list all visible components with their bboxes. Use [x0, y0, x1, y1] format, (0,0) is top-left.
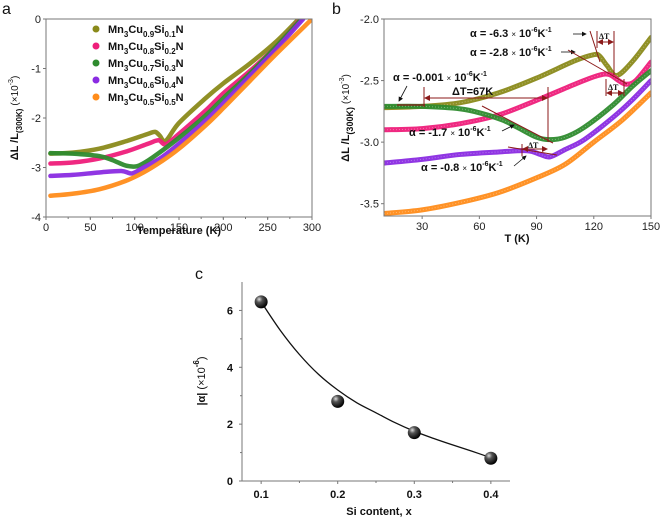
x-tick-label: 100	[125, 222, 143, 234]
panel-b-annotations: α = -6.3 × 10-6K-1 ΔT α = -2.8 × 10-6K-1…	[393, 27, 628, 174]
panel-b-y-axis-label: ΔL /L(300K)(×10-3)	[339, 74, 355, 162]
annotation-delta-t: ΔT	[608, 83, 619, 92]
panel-c-label: c	[195, 266, 203, 283]
panel-b: b 30 60 90 120 150 -2.0 -2.5 -3.0 -3.5 T (K) ΔL…	[332, 1, 660, 245]
fit-line	[589, 30, 601, 63]
panel-b-x-ticks: 30 60 90 120 150	[416, 216, 660, 233]
series-line-3	[384, 68, 651, 143]
annotation-alpha-1-7: α = -1.7 × 10-6K-1	[409, 126, 491, 139]
panel-c-x-axis-label: Si content, x	[346, 506, 412, 518]
x-tick-label: 200	[214, 222, 232, 234]
panel-b-series	[384, 34, 651, 216]
annotation-alpha-6-3: α = -6.3 × 10-6K-1	[470, 27, 552, 40]
legend-marker-2	[92, 42, 100, 50]
data-point-2	[331, 394, 345, 408]
annotation-delta-t: ΔT	[599, 32, 610, 41]
y-tick-label: -2.5	[360, 76, 379, 88]
y-tick-label: 0	[227, 476, 233, 488]
y-tick-label: 2	[227, 419, 233, 431]
annotation-arrow	[513, 155, 527, 167]
annotation-alpha-0-8: α = -0.8 × 10-6K-1	[421, 161, 503, 174]
y-tick-label: -3.5	[360, 199, 379, 211]
y-tick-label: -3.0	[360, 137, 379, 149]
x-tick-label: 0.1	[253, 489, 268, 501]
annotation-arrow	[398, 85, 408, 102]
legend-marker-1	[92, 25, 100, 33]
annotation-delta-t: ΔT	[528, 141, 539, 150]
legend-label-3: Mn3Cu0.7Si0.3N	[108, 58, 184, 73]
panel-a-x-ticks: 0 50 100 150 200 250 300	[43, 217, 321, 234]
x-tick-label: 0.3	[407, 489, 422, 501]
series-line-4	[384, 78, 651, 166]
x-tick-label: 0	[43, 222, 49, 234]
x-tick-label: 60	[473, 221, 485, 233]
x-tick-label: 0.4	[483, 489, 499, 501]
panel-a-legend: Mn3Cu0.9Si0.1N Mn3Cu0.8Si0.2N Mn3Cu0.7Si0.…	[92, 24, 184, 107]
panel-b-x-axis-label: T (K)	[504, 233, 529, 245]
x-tick-label: 50	[84, 222, 96, 234]
x-tick-label: 0.2	[330, 489, 345, 501]
x-tick-label: 90	[530, 221, 542, 233]
data-point-4	[484, 451, 498, 465]
fit-line	[567, 49, 628, 85]
panel-a: a 0 50 100 150 200 250 300 0 -1 -2 -3 -4 Temperatu…	[2, 1, 321, 237]
annotation-alpha-0-001: α = -0.001 × 10-6K-1	[393, 71, 487, 84]
x-tick-label: 250	[258, 222, 276, 234]
panel-c-y-axis-label: |α| (×10-6)	[192, 356, 208, 405]
y-tick-label: -1	[31, 64, 41, 76]
y-tick-label: -3	[31, 163, 41, 175]
fit-line	[481, 105, 554, 144]
series-line-2	[384, 59, 651, 133]
fit-curve	[260, 301, 492, 459]
panel-b-frame	[383, 18, 652, 217]
legend-marker-4	[92, 76, 100, 84]
y-tick-label: -2	[31, 113, 41, 125]
panel-a-y-axis-label: ΔL /L(300K)(×10-3)	[8, 76, 24, 161]
annotation-alpha-2-8: α = -2.8 × 10-6K-1	[470, 46, 552, 59]
panel-a-y-ticks: 0 -1 -2 -3 -4	[31, 14, 46, 224]
series-line-1	[48, 19, 301, 156]
legend-marker-5	[92, 93, 100, 101]
x-tick-label: 150	[642, 221, 660, 233]
legend-label-2: Mn3Cu0.8Si0.2N	[108, 41, 184, 56]
series-markers-4	[384, 80, 651, 164]
y-tick-label: -2.0	[360, 14, 379, 26]
panel-c-plot	[254, 295, 498, 465]
series-line-4	[48, 19, 306, 179]
legend-marker-3	[92, 59, 100, 67]
data-point-1	[254, 295, 268, 309]
y-tick-label: -4	[31, 212, 41, 224]
panel-c-x-ticks: 0.1 0.2 0.3 0.4	[253, 481, 499, 501]
panel-a-series	[48, 19, 312, 198]
panel-b-y-ticks: -2.0 -2.5 -3.0 -3.5	[360, 14, 384, 211]
panel-a-x-axis-label: Temperature (K)	[137, 225, 221, 237]
series-line-5	[384, 90, 651, 216]
panel-c: c 0.1 0.2 0.3 0.4 0 2 4 6 Si content, x |α| (×…	[192, 266, 510, 518]
panel-a-label: a	[2, 1, 11, 18]
legend-label-1: Mn3Cu0.9Si0.1N	[108, 24, 184, 39]
series-line-1	[384, 34, 651, 111]
annotation-delta-t-67k: ΔT=67K	[452, 86, 493, 98]
y-tick-label: 0	[35, 14, 41, 26]
x-tick-label: 30	[416, 221, 428, 233]
series-line-5	[48, 19, 312, 198]
y-tick-label: 4	[227, 362, 234, 374]
legend-label-5: Mn3Cu0.5Si0.5N	[108, 92, 184, 107]
panel-b-label: b	[332, 1, 341, 18]
panel-c-y-ticks: 0 2 4 6	[227, 305, 242, 488]
annotation-arrow	[501, 124, 515, 132]
x-tick-label: 120	[585, 221, 603, 233]
legend-label-4: Mn3Cu0.6Si0.4N	[108, 75, 184, 90]
x-tick-label: 300	[303, 222, 321, 234]
data-point-3	[407, 426, 421, 440]
y-tick-label: 6	[227, 305, 233, 317]
x-tick-label: 150	[170, 222, 188, 234]
